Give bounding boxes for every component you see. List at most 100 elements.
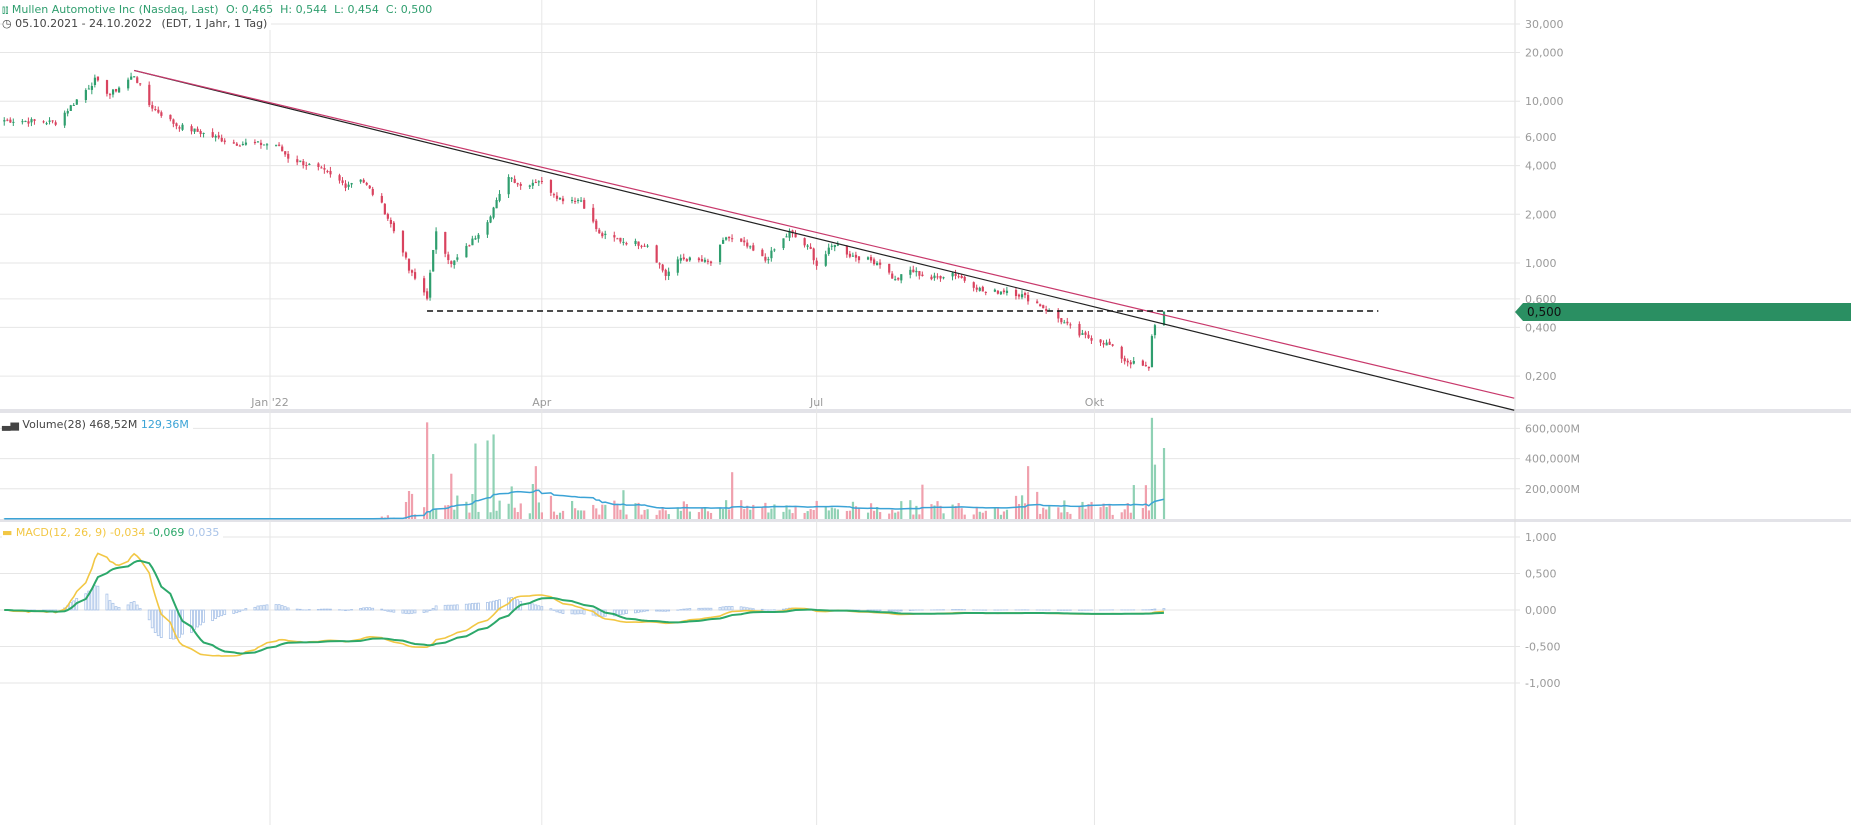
volume-bar [435,508,438,519]
candle [788,230,791,238]
candle [857,256,861,261]
candle [3,120,6,122]
volume-bar [725,500,728,519]
candle [555,195,559,199]
candle [740,238,743,242]
candle [450,261,453,264]
volume-bar [972,514,975,519]
date-range-text[interactable]: 05.10.2021 - 24.10.2022 [15,17,153,30]
volume-bar [815,500,818,519]
volume-bar [1102,503,1105,519]
trendline [133,69,1515,399]
volume-bar [1060,512,1063,519]
volume-bar [528,513,531,519]
candle [223,140,226,142]
histogram-bar [90,589,94,611]
histogram-bar [153,609,157,633]
histogram-bar [899,609,903,612]
volume-bar [450,473,453,519]
volume-bar [718,508,722,519]
candle [598,229,601,234]
candle [540,180,543,182]
candle [368,185,371,189]
volume-label[interactable]: Volume(28) [22,418,86,431]
candle [873,259,876,265]
candle [1099,339,1102,343]
candle [199,131,202,135]
candle [265,144,269,146]
candle [1141,360,1144,366]
macd-label[interactable]: MACD(12, 26, 9) [15,526,107,539]
price-tick-label: 2,000 [1525,208,1557,221]
volume-bar [486,440,489,519]
candle [404,252,408,258]
volume-bar [803,512,806,519]
candle [287,153,290,159]
candle [69,105,72,112]
histogram-bar [132,601,136,611]
candle [429,272,432,298]
candle [749,246,752,248]
histogram-bar [223,609,227,615]
volume-bars [3,417,1166,519]
volume-bar [915,505,918,519]
volume-bar [664,510,667,519]
histogram-bar [259,605,263,611]
volume-bar [643,509,646,519]
histogram-bar [748,607,752,611]
candle [848,253,852,257]
volume-bar [592,504,595,519]
histogram-bar [706,607,710,611]
volume-bar [981,512,984,519]
candle [453,260,456,266]
histogram-bar [576,609,580,615]
volume-bar [1153,464,1157,519]
candle [93,77,97,85]
volume-bar [1002,511,1006,519]
histogram-bar [721,606,725,611]
volume-bar [655,514,658,519]
last-price-value: 0,500 [1523,303,1851,321]
volume-bar [933,505,936,519]
candle [921,274,924,277]
histogram-bar [392,609,396,613]
macd-tick-label: -1,000 [1525,677,1560,690]
volume-bar [540,512,543,519]
histogram-bar [380,608,384,611]
histogram-bar [193,609,196,630]
volume-bar [1017,504,1021,519]
volume-bar [957,503,960,519]
candle [489,216,492,223]
volume-bar [1027,466,1030,519]
instrument-title[interactable]: Mullen Automotive Inc (Nasdaq, Last) [11,3,219,16]
candle [136,77,139,83]
candle [139,83,142,85]
candle [465,245,468,258]
histogram-bar [688,608,692,611]
histogram-bar [344,609,347,611]
volume-bar [984,510,987,519]
price-tick-label: 20,000 [1525,46,1564,59]
candle [984,291,987,293]
histogram-bar [319,608,323,611]
volume-bar [595,508,598,519]
volume-bar [851,501,855,519]
candle [999,291,1003,295]
volume-bar [667,514,670,519]
histogram-bar [489,601,492,611]
candle [341,180,344,183]
histogram-bar [890,609,894,612]
histogram-bar [253,606,257,611]
pane-separator [0,409,1851,413]
histogram-bar [295,608,299,611]
histogram-bar [322,608,326,611]
volume-bar [897,511,900,519]
candle [957,276,960,278]
candle [592,207,595,222]
volume-bar [894,512,897,519]
histogram-bar [147,609,151,621]
candle [794,233,797,238]
volume-bar [939,505,942,519]
